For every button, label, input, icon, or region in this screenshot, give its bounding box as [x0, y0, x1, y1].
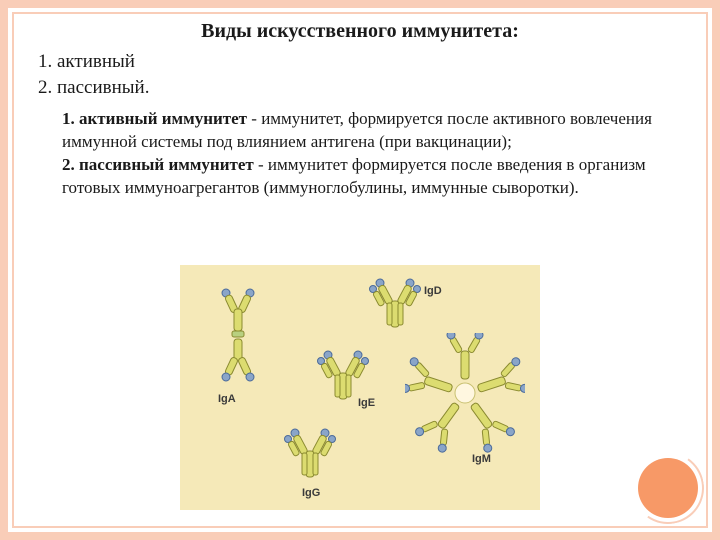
main-list: 1. активный 2. пассивный.: [38, 49, 688, 100]
igd-icon: [360, 275, 430, 335]
sub-item2-bold: 2. пассивный иммунитет: [62, 155, 254, 174]
sub-list-item-2: 2. пассивный иммунитет - иммунитет форми…: [62, 154, 688, 200]
iga-icon: [198, 283, 278, 388]
ige-label: IgE: [358, 397, 375, 409]
slide-title: Виды искусственного иммунитета:: [32, 20, 688, 43]
immunoglobulin-figure: IgA IgD: [180, 265, 540, 510]
main-list-item-1: 1. активный: [38, 49, 688, 75]
igm-icon: [405, 333, 525, 453]
sub-list-item-1: 1. активный иммунитет - иммунитет, форми…: [62, 108, 688, 154]
sub-item1-bold: 1. активный иммунитет: [62, 109, 247, 128]
iga-label: IgA: [218, 393, 236, 405]
main-list-item-2: 2. пассивный.: [38, 75, 688, 101]
igm-label: IgM: [472, 453, 491, 465]
sub-list: 1. активный иммунитет - иммунитет, форми…: [62, 108, 688, 200]
igd-label: IgD: [424, 285, 442, 297]
accent-circle-decoration: [638, 458, 698, 518]
slide-content: Виды искусственного иммунитета: 1. актив…: [32, 20, 688, 200]
igg-label: IgG: [302, 487, 320, 499]
igg-icon: [275, 425, 345, 485]
